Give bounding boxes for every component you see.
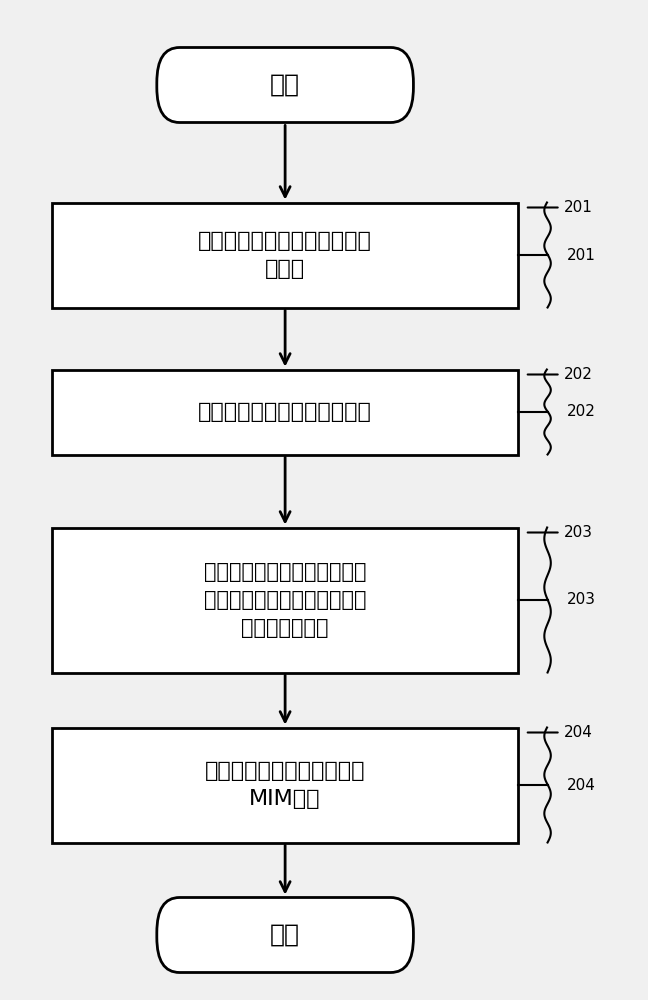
FancyBboxPatch shape xyxy=(157,898,413,972)
Text: 在第一绝缘介质层表面形成
MIM电容: 在第一绝缘介质层表面形成 MIM电容 xyxy=(205,761,365,809)
Bar xyxy=(52,369,518,454)
Text: 开始: 开始 xyxy=(270,73,300,97)
Text: 离子注入在半导体衬底形成各
掺杂区: 离子注入在半导体衬底形成各 掺杂区 xyxy=(198,231,372,279)
Text: 204: 204 xyxy=(567,778,596,792)
Text: 在半导体衬底表面形成第一绝
缘介质层，并完成第一、第二
金属通孔的制备: 在半导体衬底表面形成第一绝 缘介质层，并完成第一、第二 金属通孔的制备 xyxy=(204,562,366,638)
Bar xyxy=(52,528,518,672)
Text: 结束: 结束 xyxy=(270,923,300,947)
Bar xyxy=(52,728,518,842)
Text: 204: 204 xyxy=(564,725,593,740)
Text: 201: 201 xyxy=(564,200,593,215)
FancyBboxPatch shape xyxy=(157,47,413,122)
Text: 203: 203 xyxy=(564,525,593,540)
Bar xyxy=(52,202,518,308)
Text: 在半导体表面形成各栅极结构: 在半导体表面形成各栅极结构 xyxy=(198,402,372,422)
Text: 203: 203 xyxy=(567,592,596,607)
Text: 201: 201 xyxy=(567,247,596,262)
Text: 202: 202 xyxy=(567,404,596,420)
Text: 202: 202 xyxy=(564,367,593,382)
